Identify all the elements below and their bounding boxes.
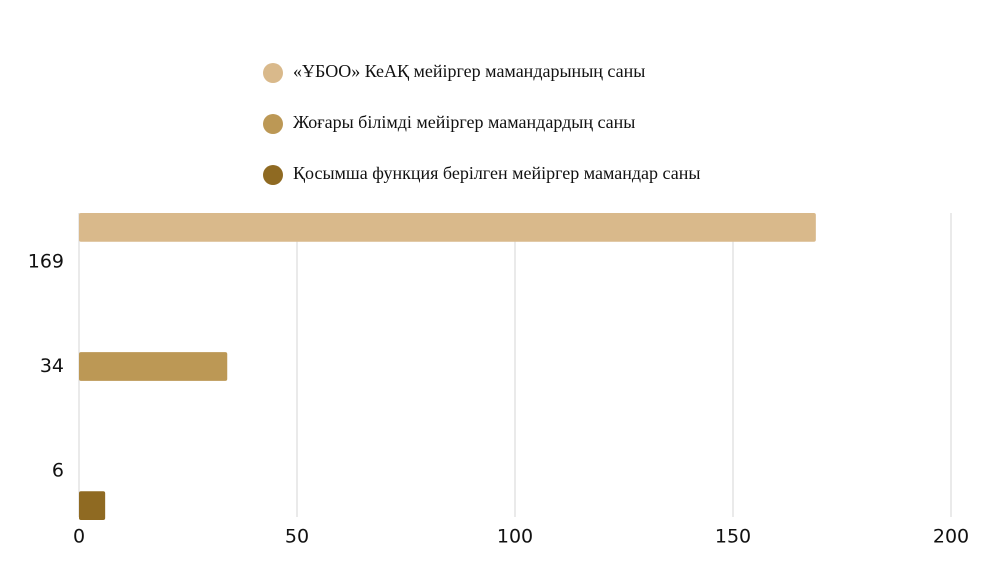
- y-tick-label: 34: [40, 355, 64, 377]
- legend-label: «ҰБОО» КеАҚ мейіргер мамандарының саны: [293, 61, 645, 81]
- x-tick-label: 100: [497, 526, 533, 548]
- legend-label: Қосымша функция берілген мейіргер маманд…: [293, 163, 700, 183]
- x-tick-label: 50: [285, 526, 309, 548]
- legend-marker: [263, 114, 283, 134]
- x-tick-label: 200: [933, 526, 969, 548]
- x-tick-label: 150: [715, 526, 751, 548]
- y-tick-label: 169: [28, 251, 64, 273]
- bar: [79, 491, 106, 520]
- legend-label: Жоғары білімді мейіргер мамандардың саны: [293, 112, 635, 132]
- legend-marker: [263, 165, 283, 185]
- x-tick-label: 0: [73, 526, 85, 548]
- bar: [79, 213, 816, 242]
- legend-marker: [263, 63, 283, 83]
- bar: [79, 352, 228, 381]
- y-tick-label: 6: [52, 459, 64, 481]
